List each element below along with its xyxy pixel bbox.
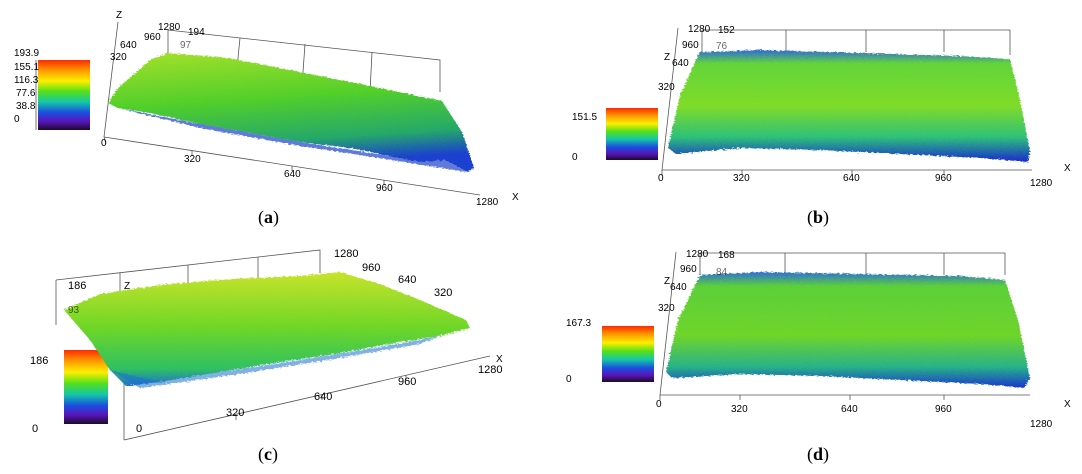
x-tick-b-2: 640 — [843, 173, 860, 184]
y-tick-b-0: 320 — [658, 82, 675, 93]
y-tick-c-2: 640 — [398, 274, 416, 286]
z-mid-a: 97 — [180, 40, 192, 51]
colorbar-a-tick-0: 193.9 — [14, 48, 39, 59]
colorbar-a-tick-5: 0 — [14, 114, 20, 125]
y-tick-d-3: 1280 — [686, 249, 709, 260]
panel-b: 151.5 0 Z 152 76 320 640 960 1280 0 320 … — [572, 24, 1071, 189]
axis-x-a: X — [512, 192, 519, 203]
y-tick-a-3: 1280 — [158, 22, 181, 33]
x-tick-a-0: 0 — [101, 138, 107, 149]
caption-c-letter: c — [264, 444, 272, 464]
colorbar-a — [38, 60, 90, 130]
x-tick-c-4: 1280 — [478, 364, 502, 376]
colorbar-d-tick-1: 0 — [566, 374, 572, 385]
z-max-b: 152 — [718, 25, 735, 36]
panel-d: 167.3 0 Z 168 84 320 640 960 1280 0 320 … — [566, 249, 1071, 430]
x-tick-b-4: 1280 — [1030, 178, 1053, 189]
y-tick-b-2: 960 — [682, 40, 699, 51]
axis-x-b: X — [1064, 163, 1071, 174]
colorbar-a-tick-1: 155.1 — [14, 62, 39, 73]
y-tick-c-3: 320 — [434, 287, 452, 299]
surface-c — [64, 272, 470, 386]
y-tick-a-0: 320 — [110, 52, 127, 63]
x-tick-c-0: 0 — [136, 423, 142, 435]
caption-b: (b) — [807, 207, 829, 228]
x-tick-d-0: 0 — [656, 399, 662, 410]
axis-z-c: Z — [124, 281, 130, 292]
colorbar-b — [606, 108, 658, 160]
x-tick-c-3: 960 — [398, 376, 416, 388]
y-tick-b-1: 640 — [672, 58, 689, 69]
x-tick-b-0: 0 — [658, 173, 664, 184]
axis-z-d: Z — [664, 276, 670, 287]
colorbar-a-tick-2: 116.3 — [14, 75, 39, 86]
box-b — [661, 27, 1032, 176]
surface-a — [108, 53, 474, 172]
x-tick-d-1: 320 — [731, 404, 748, 415]
surface-d — [666, 272, 1030, 388]
axis-z-a: Z — [116, 10, 122, 21]
colorbar-d-tick-0: 167.3 — [566, 318, 591, 329]
y-tick-d-0: 320 — [658, 303, 675, 314]
z-mid-b: 76 — [716, 41, 728, 52]
panel-c: 186 0 186 Z 93 1280 960 640 320 0 320 64… — [30, 248, 503, 441]
caption-b-open: ( — [807, 207, 813, 227]
x-tick-a-3: 960 — [376, 183, 393, 194]
axis-x-d: X — [1064, 399, 1071, 410]
y-tick-d-2: 960 — [680, 264, 697, 275]
y-tick-a-2: 960 — [144, 32, 161, 43]
y-tick-d-1: 640 — [670, 282, 687, 293]
colorbar-d — [602, 326, 654, 382]
caption-d: (d) — [807, 444, 829, 465]
axis-z-b: Z — [664, 52, 670, 63]
y-tick-c-1: 960 — [362, 262, 380, 274]
caption-b-close: ) — [823, 207, 830, 227]
caption-d-close: ) — [823, 444, 830, 464]
x-tick-a-4: 1280 — [476, 197, 499, 208]
z-max-a: 194 — [188, 27, 205, 38]
colorbar-b-tick-0: 151.5 — [572, 112, 597, 123]
caption-c-open: ( — [258, 444, 264, 464]
colorbar-c-tick-0: 186 — [30, 355, 48, 367]
x-tick-b-3: 960 — [935, 173, 952, 184]
colorbar-c-tick-1: 0 — [32, 423, 38, 435]
colorbar-c — [64, 350, 108, 424]
caption-c: (c) — [258, 444, 278, 465]
x-tick-b-1: 320 — [733, 173, 750, 184]
colorbar-a-tick-3: 77.6 — [16, 88, 36, 99]
z-mid-d: 84 — [716, 267, 728, 278]
caption-a-letter: a — [264, 207, 273, 227]
y-tick-c-0: 1280 — [334, 248, 358, 260]
caption-a: (a) — [258, 207, 279, 228]
caption-d-letter: d — [813, 444, 824, 464]
y-tick-b-3: 1280 — [688, 24, 711, 35]
surface-b — [668, 50, 1030, 162]
caption-b-letter: b — [813, 207, 824, 227]
colorbar-a-tick-4: 38.8 — [16, 101, 36, 112]
panel-a: 193.9 155.1 116.3 77.6 38.8 0 Z 194 97 — [14, 10, 519, 208]
x-tick-d-3: 960 — [935, 404, 952, 415]
x-tick-c-1: 320 — [226, 407, 244, 419]
caption-d-open: ( — [807, 444, 813, 464]
colorbar-b-tick-1: 0 — [572, 152, 578, 163]
axis-x-c: X — [496, 354, 503, 365]
x-tick-a-2: 640 — [284, 169, 301, 180]
x-tick-d-2: 640 — [841, 404, 858, 415]
box-d — [659, 251, 1030, 400]
z-max-d: 168 — [718, 250, 735, 261]
caption-c-close: ) — [272, 444, 278, 464]
x-tick-a-1: 320 — [184, 154, 201, 165]
z-mid-c: 93 — [68, 305, 80, 316]
x-tick-d-4: 1280 — [1030, 419, 1053, 430]
caption-a-close: ) — [273, 207, 279, 227]
z-max-c: 186 — [68, 280, 86, 292]
caption-a-open: ( — [258, 207, 264, 227]
y-tick-a-1: 640 — [120, 40, 137, 51]
x-tick-c-2: 640 — [314, 391, 332, 403]
